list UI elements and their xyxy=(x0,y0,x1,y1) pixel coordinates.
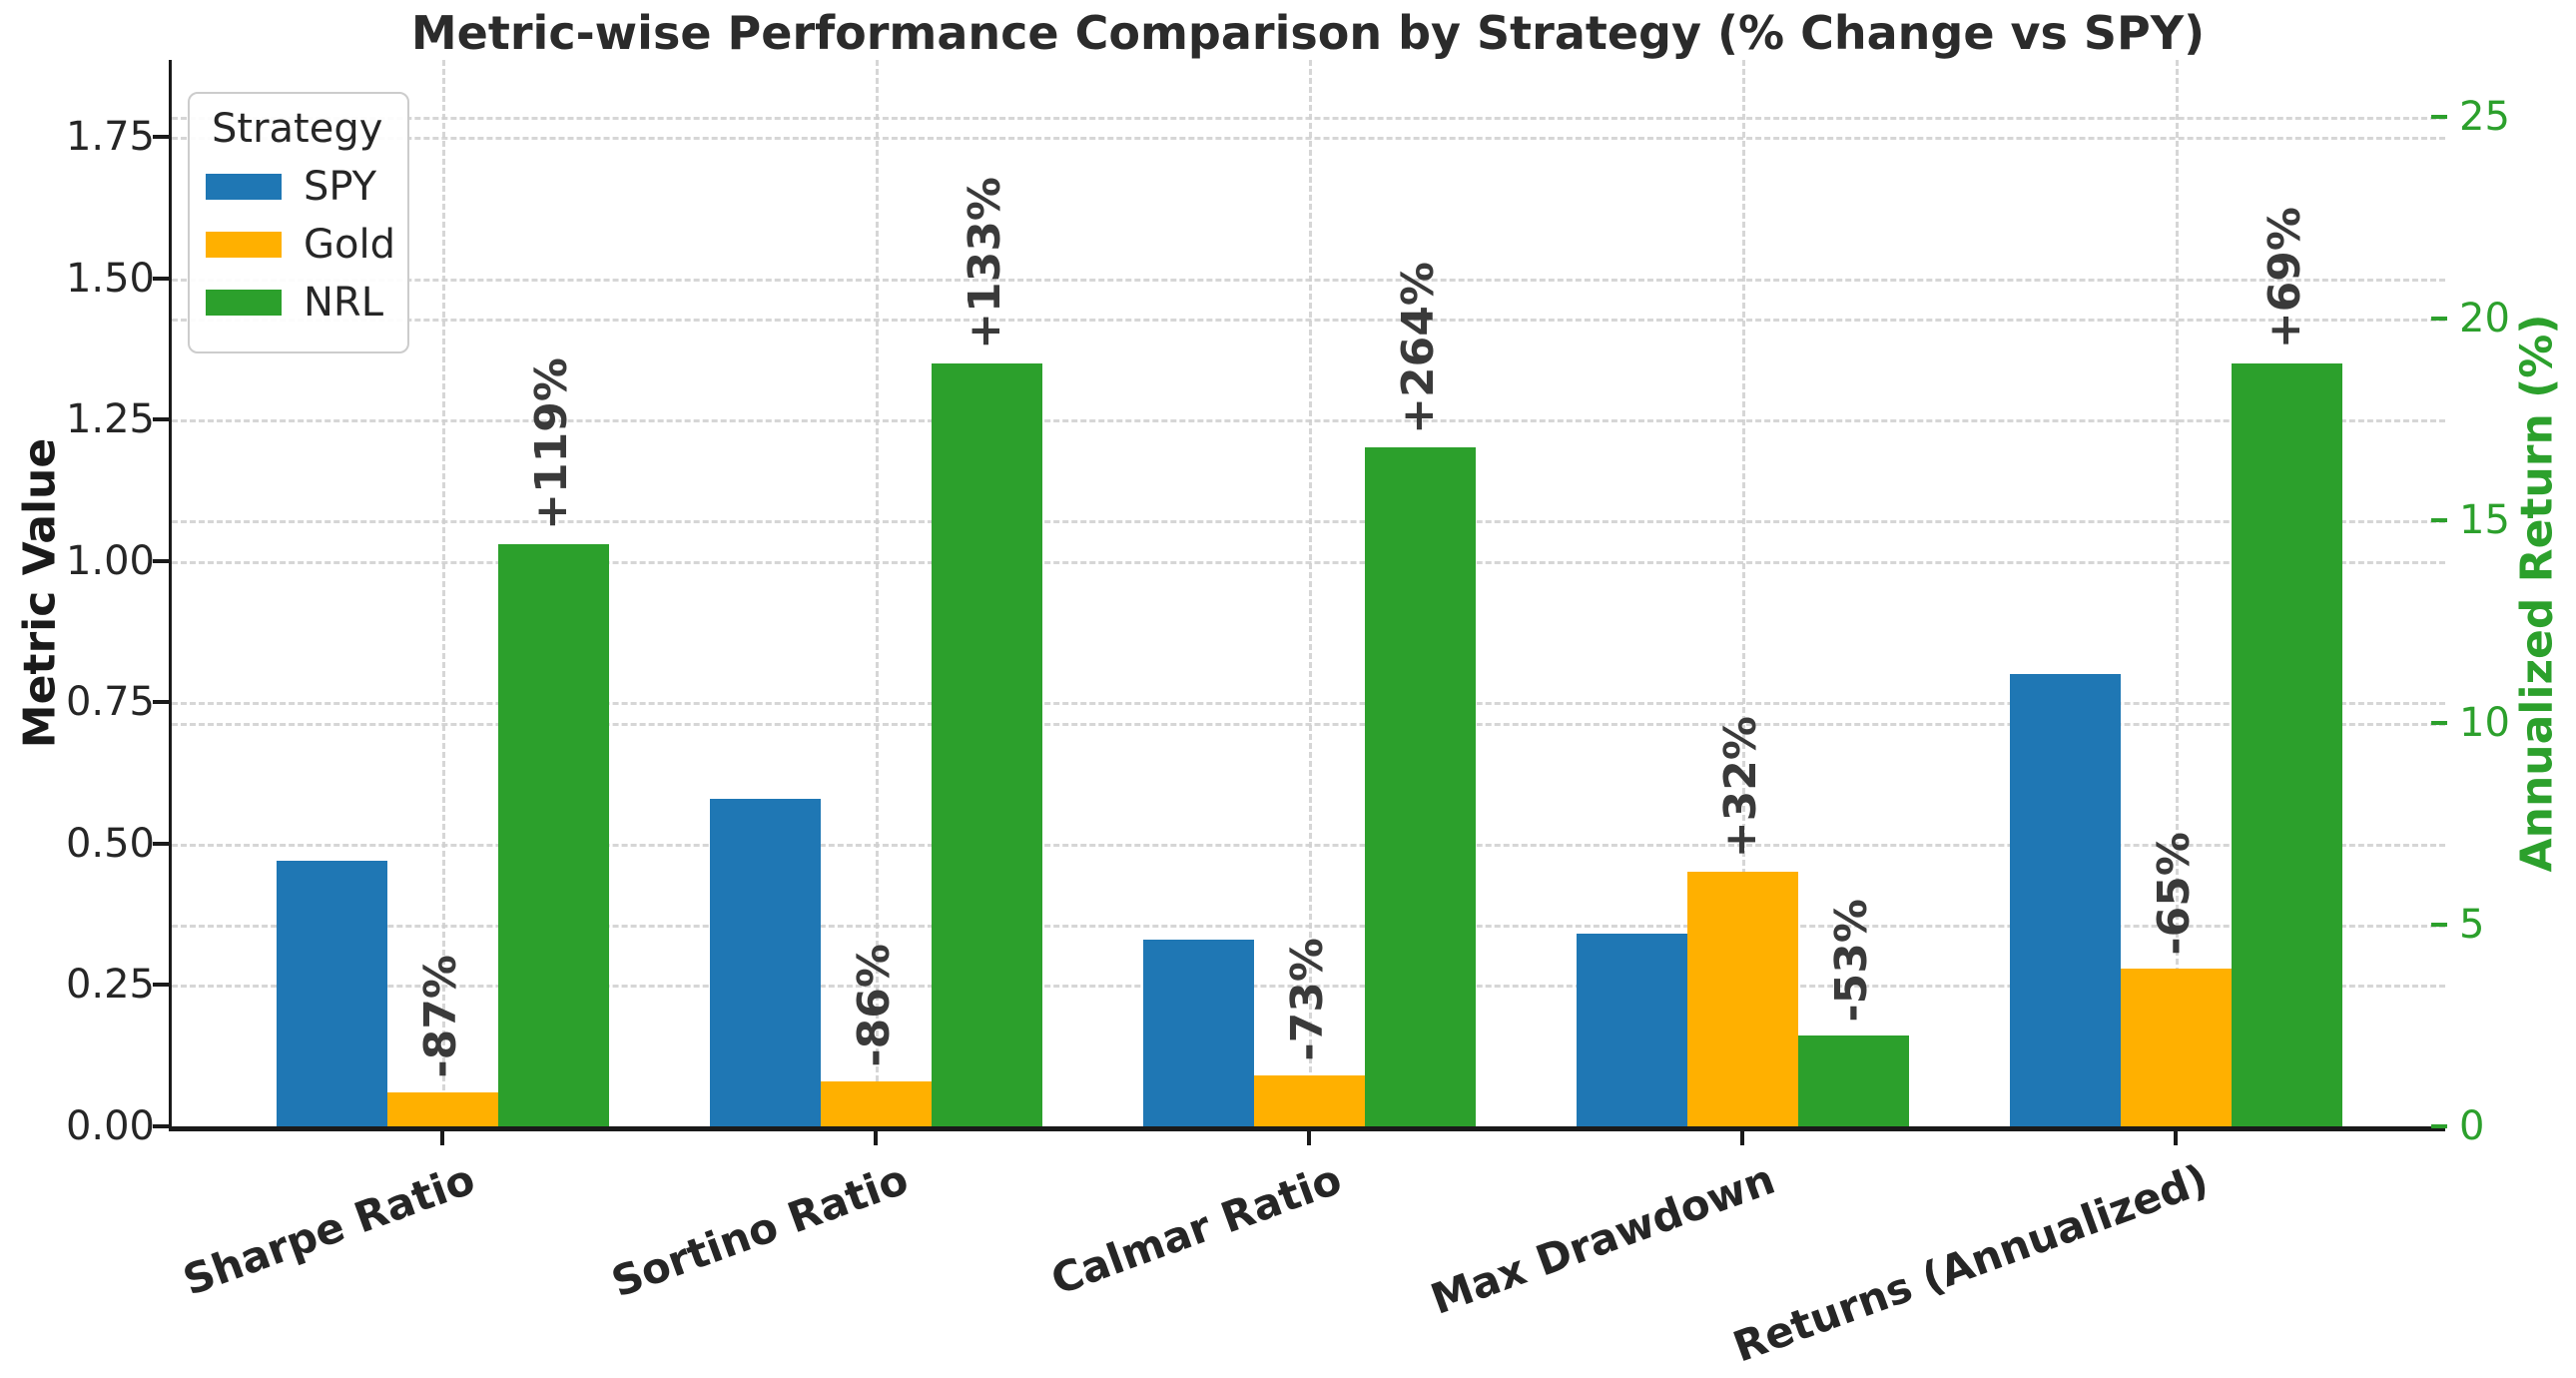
left-tick-mark xyxy=(153,1124,169,1128)
right-tick-mark xyxy=(2431,1124,2447,1128)
left-tick-label: 1.75 xyxy=(65,114,155,160)
right-tick-label: 10 xyxy=(2459,699,2510,746)
category-label-calmar-ratio: Calmar Ratio xyxy=(1044,1154,1348,1305)
right-tick-label: 15 xyxy=(2459,497,2510,544)
annotation-nrl-sharpe-ratio: +119% xyxy=(526,356,577,530)
bottom-tick-mark xyxy=(1740,1131,1744,1145)
vertical-gridline xyxy=(442,60,445,1126)
left-tick-mark xyxy=(153,841,169,846)
annotation-gold-sharpe-ratio: -87% xyxy=(415,955,466,1079)
left-tick-label: 0.50 xyxy=(65,820,155,867)
left-tick-label: 0.00 xyxy=(65,1103,155,1149)
bar-gold-calmar-ratio xyxy=(1253,1075,1365,1126)
category-label-returns-annualized: Returns (Annualized) xyxy=(1726,1154,2215,1372)
bar-gold-sortino-ratio xyxy=(820,1080,932,1126)
left-tick-mark xyxy=(153,558,169,563)
legend-swatch-gold xyxy=(206,232,282,258)
annotation-gold-calmar-ratio: -73% xyxy=(1282,938,1333,1062)
horizontal-gridline-right-axis xyxy=(172,319,2445,323)
legend-title: Strategy xyxy=(212,106,383,152)
legend-entry-nrl: NRL xyxy=(206,280,391,326)
right-tick-mark xyxy=(2431,317,2447,322)
horizontal-gridline-left-axis xyxy=(172,137,2445,140)
bar-nrl-sortino-ratio xyxy=(931,362,1042,1126)
left-tick-mark xyxy=(153,417,169,422)
left-tick-mark xyxy=(153,135,169,139)
chart-title: Metric-wise Performance Comparison by St… xyxy=(410,6,2206,60)
horizontal-gridline-left-axis xyxy=(172,702,2445,706)
annotation-nrl-max-drawdown: -53% xyxy=(1826,898,1877,1023)
bar-nrl-sharpe-ratio xyxy=(497,543,609,1126)
legend-entry-spy: SPY xyxy=(206,164,391,210)
right-tick-mark xyxy=(2431,922,2447,927)
left-tick-mark xyxy=(153,983,169,988)
legend-box: Strategy SPY Gold NRL xyxy=(188,92,409,353)
bar-gold-sharpe-ratio xyxy=(386,1092,498,1126)
legend-label-nrl: NRL xyxy=(304,280,383,326)
category-label-sortino-ratio: Sortino Ratio xyxy=(605,1154,915,1307)
bottom-tick-mark xyxy=(1307,1131,1311,1145)
bottom-tick-mark xyxy=(2174,1131,2178,1145)
horizontal-gridline-left-axis xyxy=(172,278,2445,282)
horizontal-gridline-left-axis xyxy=(172,985,2445,989)
legend-swatch-nrl xyxy=(206,290,282,316)
right-tick-label: 0 xyxy=(2459,1103,2485,1149)
horizontal-gridline-left-axis xyxy=(172,843,2445,847)
bar-spy-sharpe-ratio xyxy=(276,860,387,1126)
horizontal-gridline-left-axis xyxy=(172,560,2445,564)
vertical-gridline xyxy=(2176,60,2179,1126)
right-tick-mark xyxy=(2431,114,2447,119)
bottom-tick-mark xyxy=(874,1131,878,1145)
right-tick-mark xyxy=(2431,720,2447,725)
bar-gold-max-drawdown xyxy=(1686,872,1798,1126)
legend-swatch-spy xyxy=(206,174,282,200)
annotation-gold-returns-annualized: -65% xyxy=(2149,831,2200,956)
left-tick-label: 1.00 xyxy=(65,537,155,584)
bar-spy-max-drawdown xyxy=(1576,934,1687,1126)
horizontal-gridline-right-axis xyxy=(172,924,2445,928)
right-tick-mark xyxy=(2431,518,2447,523)
bar-spy-sortino-ratio xyxy=(709,798,821,1126)
right-tick-label: 20 xyxy=(2459,296,2510,343)
annotation-nrl-calmar-ratio: +264% xyxy=(1393,261,1444,434)
bottom-spine xyxy=(169,1126,2445,1131)
legend-label-gold: Gold xyxy=(304,222,395,268)
horizontal-gridline-right-axis xyxy=(172,722,2445,726)
annotation-gold-sortino-ratio: -86% xyxy=(849,944,900,1067)
horizontal-gridline-left-axis xyxy=(172,419,2445,423)
left-spine xyxy=(169,60,172,1126)
bar-spy-returns-annualized xyxy=(2009,673,2121,1126)
vertical-gridline xyxy=(1742,60,1745,1126)
annotation-nrl-returns-annualized: +69% xyxy=(2259,207,2310,349)
right-tick-label: 25 xyxy=(2459,93,2510,140)
category-label-sharpe-ratio: Sharpe Ratio xyxy=(177,1154,481,1305)
legend-label-spy: SPY xyxy=(304,164,377,210)
bar-nrl-calmar-ratio xyxy=(1364,447,1476,1126)
legend-entry-gold: Gold xyxy=(206,222,395,268)
left-tick-label: 0.75 xyxy=(65,679,155,726)
right-tick-label: 5 xyxy=(2459,901,2485,948)
left-tick-mark xyxy=(153,276,169,281)
horizontal-gridline-right-axis xyxy=(172,520,2445,524)
right-axis-label: Annualized Return (%) xyxy=(2511,314,2563,873)
bottom-tick-mark xyxy=(440,1131,444,1145)
left-tick-label: 1.50 xyxy=(65,255,155,302)
bar-nrl-max-drawdown xyxy=(1797,1035,1909,1126)
horizontal-gridline-right-axis xyxy=(172,116,2445,120)
vertical-gridline xyxy=(1309,60,1312,1126)
bar-gold-returns-annualized xyxy=(2120,969,2232,1126)
bar-nrl-returns-annualized xyxy=(2231,362,2342,1126)
left-tick-label: 1.25 xyxy=(65,396,155,443)
category-label-max-drawdown: Max Drawdown xyxy=(1424,1154,1781,1324)
left-tick-mark xyxy=(153,700,169,705)
annotation-nrl-sortino-ratio: +133% xyxy=(960,176,1010,349)
vertical-gridline xyxy=(876,60,879,1126)
annotation-gold-max-drawdown: +32% xyxy=(1715,716,1766,859)
bar-spy-calmar-ratio xyxy=(1142,940,1254,1126)
left-tick-label: 0.25 xyxy=(65,962,155,1009)
